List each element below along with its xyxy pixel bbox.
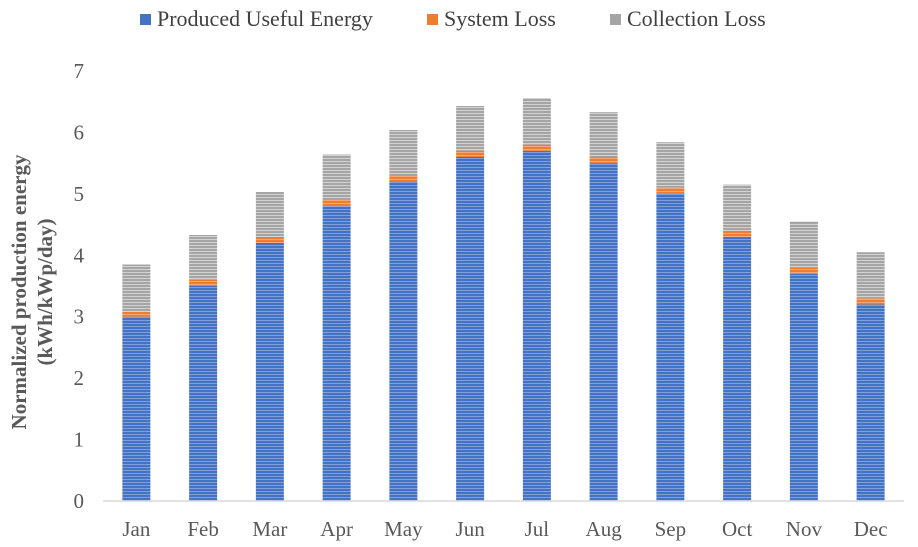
legend-item-produced-useful-energy: Produced Useful Energy xyxy=(140,6,373,32)
bar-system-loss-sep xyxy=(656,187,685,194)
bar-system-loss-nov xyxy=(789,267,818,274)
bar-collection-loss-jul xyxy=(522,98,551,145)
bar-produced-may xyxy=(389,181,418,502)
bar-system-loss-apr xyxy=(322,200,351,207)
bar-collection-loss-may xyxy=(389,129,418,176)
bar-system-loss-may xyxy=(389,175,418,182)
bar-produced-jan xyxy=(122,316,151,501)
legend-label-system-loss: System Loss xyxy=(444,6,556,31)
bar-collection-loss-nov xyxy=(789,221,818,268)
y-axis-title-line-1: Normalized production energy xyxy=(7,154,31,429)
bar-system-loss-jan xyxy=(122,311,151,317)
y-tick-label: 4 xyxy=(74,243,85,267)
bar-collection-loss-jun xyxy=(456,106,485,151)
bar-collection-loss-feb xyxy=(189,235,218,280)
y-tick-label: 7 xyxy=(74,59,85,83)
bar-produced-apr xyxy=(322,206,351,501)
x-tick-label: Jul xyxy=(525,517,550,541)
bar-collection-loss-sep xyxy=(656,142,685,188)
y-axis-tick-labels: 0 1 2 3 4 5 6 7 xyxy=(74,59,85,513)
y-tick-label: 0 xyxy=(74,489,85,513)
legend-swatch-collection-loss xyxy=(610,13,621,25)
y-tick-label: 6 xyxy=(74,120,85,144)
legend-item-collection-loss: Collection Loss xyxy=(610,6,766,32)
x-tick-label: Nov xyxy=(786,517,823,541)
bar-produced-oct xyxy=(723,236,752,501)
bar-produced-mar xyxy=(255,243,284,501)
x-axis-tick-labels: Jan Feb Mar Apr May Jun Jul Aug Sep Oct Nov Dec xyxy=(122,517,887,541)
bar-system-loss-feb xyxy=(189,279,218,286)
bar-system-loss-oct xyxy=(723,230,752,237)
x-tick-label: Feb xyxy=(187,517,219,541)
legend-label-produced: Produced Useful Energy xyxy=(157,6,373,31)
bar-collection-loss-mar xyxy=(255,192,284,237)
chart-legend: Produced Useful Energy System Loss Colle… xyxy=(0,6,918,34)
bar-produced-jul xyxy=(522,150,551,501)
x-tick-label: Apr xyxy=(320,517,353,541)
bar-system-loss-dec xyxy=(856,298,885,305)
bar-stacks xyxy=(122,98,885,502)
y-tick-label: 1 xyxy=(74,428,85,452)
bar-collection-loss-jan xyxy=(122,264,151,312)
x-tick-label: Jan xyxy=(122,517,150,541)
y-tick-label: 3 xyxy=(74,305,85,329)
x-tick-label: Dec xyxy=(854,517,888,541)
y-tick-label: 2 xyxy=(74,366,85,390)
y-tick-label: 5 xyxy=(74,182,85,206)
x-tick-label: Mar xyxy=(252,517,287,541)
bar-collection-loss-oct xyxy=(723,184,752,231)
bar-system-loss-jun xyxy=(456,150,485,157)
legend-swatch-produced xyxy=(140,13,151,25)
legend-swatch-system-loss xyxy=(427,13,438,25)
bar-collection-loss-aug xyxy=(589,112,618,157)
x-tick-label: Aug xyxy=(586,517,623,541)
bar-system-loss-jul xyxy=(522,144,551,151)
bar-produced-jun xyxy=(456,157,485,501)
bar-collection-loss-dec xyxy=(856,252,885,299)
x-tick-label: Oct xyxy=(722,517,752,541)
bar-produced-feb xyxy=(189,286,218,501)
x-tick-label: May xyxy=(384,517,423,541)
x-tick-label: Sep xyxy=(655,517,687,541)
legend-label-collection-loss: Collection Loss xyxy=(627,6,766,31)
bar-produced-nov xyxy=(789,273,818,501)
x-tick-label: Jun xyxy=(456,517,486,541)
bar-system-loss-mar xyxy=(255,236,284,243)
legend-item-system-loss: System Loss xyxy=(427,6,556,32)
bar-collection-loss-apr xyxy=(322,154,351,200)
bar-produced-aug xyxy=(589,163,618,501)
y-axis-title-line-2: (kWh/kWp/day) xyxy=(33,218,57,365)
bar-system-loss-aug xyxy=(589,157,618,164)
bar-produced-sep xyxy=(656,193,685,501)
bar-produced-dec xyxy=(856,304,885,501)
